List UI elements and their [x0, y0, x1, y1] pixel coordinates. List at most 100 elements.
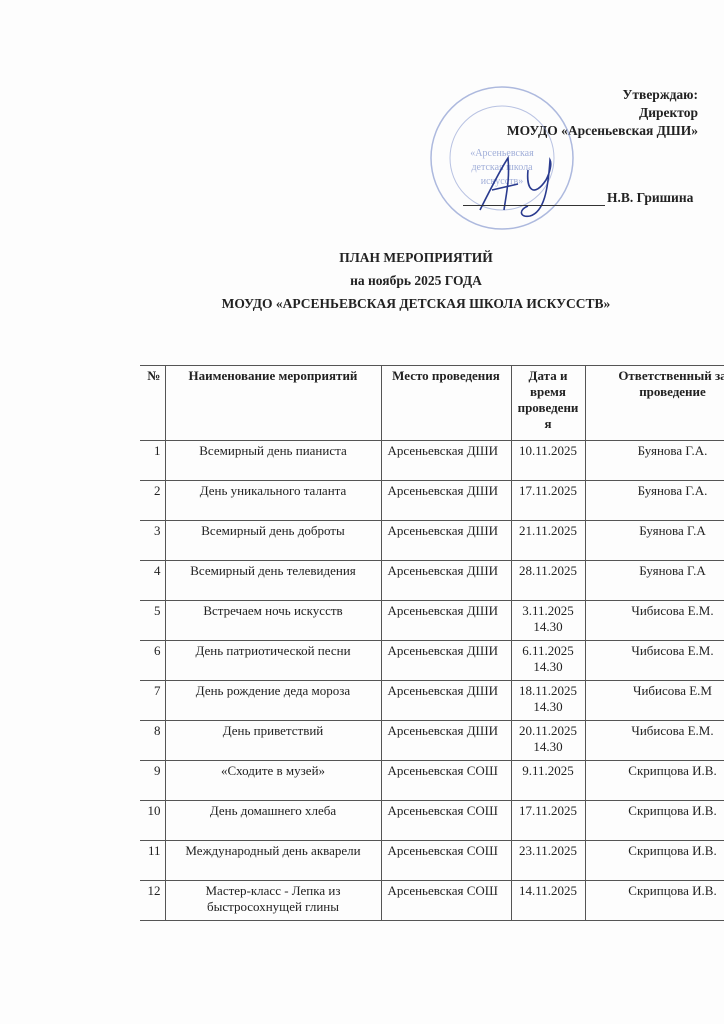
- event-date: 9.11.2025: [510, 760, 586, 801]
- approval-label: Утверждаю:: [622, 87, 698, 102]
- table-row: 10 День домашнего хлеба Арсеньевская СОШ 17…: [140, 800, 724, 841]
- row-number-text: 5: [154, 603, 161, 618]
- row-number: 5: [140, 600, 166, 641]
- event-name: День приветствий: [164, 720, 382, 761]
- event-place: Арсеньевская СОШ: [380, 880, 512, 921]
- row-number-text: 8: [154, 723, 161, 738]
- col-event-name: Наименование мероприятий: [164, 365, 382, 441]
- responsible-person-text: Чибисова Е.М.: [631, 723, 714, 738]
- responsible-person-text: Скрипцова И.В.: [628, 883, 717, 898]
- event-date: 21.11.2025: [510, 520, 586, 561]
- row-number-text: 3: [154, 523, 161, 538]
- event-date-text: 14.11.2025: [518, 883, 578, 898]
- event-date-text: 28.11.2025: [518, 563, 578, 578]
- svg-text:искусств»: искусств»: [481, 176, 523, 187]
- row-number-text: 10: [147, 803, 161, 818]
- responsible-person: Буянова Г.А.: [584, 480, 724, 521]
- event-name: Всемирный день доброты: [164, 520, 382, 561]
- row-number: 6: [140, 640, 166, 681]
- event-time: 14.30: [533, 619, 563, 634]
- event-place: Арсеньевская ДШИ: [380, 720, 512, 761]
- responsible-person-text: Чибисова Е.М.: [631, 603, 714, 618]
- signature-line: [463, 205, 605, 206]
- event-name: День рождение деда мороза: [164, 680, 382, 721]
- event-name-text: Мастер-класс - Лепка из быстросохнущей г…: [205, 883, 341, 914]
- row-number: 2: [140, 480, 166, 521]
- event-place-text: Арсеньевская ДШИ: [387, 523, 499, 538]
- event-name-text: День приветствий: [222, 723, 324, 738]
- event-date-text: 23.11.2025: [518, 843, 578, 858]
- approval-organization: МОУДО «Арсеньевская ДШИ»: [506, 123, 698, 138]
- event-time: 14.30: [533, 739, 563, 754]
- event-date: 17.11.2025: [510, 480, 586, 521]
- event-name-text: День патриотической песни: [195, 643, 351, 658]
- table-row: 3 Всемирный день доброты Арсеньевская ДШИ 2…: [140, 520, 724, 561]
- event-name-text: Международный день акварели: [185, 843, 361, 858]
- svg-text:«Арсеньевская: «Арсеньевская: [470, 148, 534, 159]
- event-place: Арсеньевская СОШ: [380, 800, 512, 841]
- event-place: Арсеньевская ДШИ: [380, 480, 512, 521]
- event-date: 14.11.2025: [510, 880, 586, 921]
- table-row: 8 День приветствий Арсеньевская ДШИ 20.11.2…: [140, 720, 724, 761]
- table-row: 4 Всемирный день телевидения Арсеньевская …: [140, 560, 724, 601]
- document-title: ПЛАН МЕРОПРИЯТИЙ: [339, 250, 493, 265]
- document-organization: МОУДО «АРСЕНЬЕВСКАЯ ДЕТСКАЯ ШКОЛА ИСКУСС…: [221, 296, 611, 311]
- event-date: 6.11.2025 14.30: [510, 640, 586, 681]
- event-name: Всемирный день телевидения: [164, 560, 382, 601]
- row-number-text: 4: [154, 563, 161, 578]
- event-place-text: Арсеньевская СОШ: [387, 843, 498, 858]
- responsible-person: Скрипцова И.В.: [584, 800, 724, 841]
- event-place: Арсеньевская СОШ: [380, 760, 512, 801]
- event-place-text: Арсеньевская СОШ: [387, 883, 498, 898]
- responsible-person-text: Буянова Г.А.: [637, 443, 708, 458]
- event-name: Мастер-класс - Лепка из быстросохнущей г…: [164, 880, 382, 921]
- event-name-text: День домашнего хлеба: [209, 803, 337, 818]
- row-number: 3: [140, 520, 166, 561]
- row-number: 10: [140, 800, 166, 841]
- event-name-text: Всемирный день пианиста: [199, 443, 347, 458]
- event-date-text: 6.11.2025: [522, 643, 574, 658]
- responsible-person: Скрипцова И.В.: [584, 840, 724, 881]
- table-row: 1 Всемирный день пианиста Арсеньевская ДШИ…: [140, 440, 724, 481]
- table-header-row: № Наименование мероприятий Место проведе…: [140, 365, 724, 441]
- event-date-text: 17.11.2025: [518, 483, 578, 498]
- events-table: № Наименование мероприятий Место проведе…: [140, 365, 724, 921]
- event-name-text: Всемирный день доброты: [201, 523, 345, 538]
- event-place: Арсеньевская СОШ: [380, 840, 512, 881]
- event-date-text: 9.11.2025: [522, 763, 574, 778]
- event-place-text: Арсеньевская ДШИ: [387, 563, 499, 578]
- event-name-text: День уникального таланта: [199, 483, 347, 498]
- responsible-person: Чибисова Е.М.: [584, 640, 724, 681]
- event-date-text: 3.11.2025: [522, 603, 574, 618]
- responsible-person-text: Скрипцова И.В.: [628, 803, 717, 818]
- event-place-text: Арсеньевская ДШИ: [387, 443, 499, 458]
- event-date: 20.11.2025 14.30: [510, 720, 586, 761]
- row-number-text: 9: [154, 763, 161, 778]
- col-place: Место проведения: [380, 365, 512, 441]
- responsible-person: Чибисова Е.М: [584, 680, 724, 721]
- event-name-text: Встречаем ночь искусств: [203, 603, 343, 618]
- event-place-text: Арсеньевская ДШИ: [387, 723, 499, 738]
- event-place: Арсеньевская ДШИ: [380, 560, 512, 601]
- event-date-text: 20.11.2025: [518, 723, 578, 738]
- table-row: 5 Встречаем ночь искусств Арсеньевская ДШИ…: [140, 600, 724, 641]
- event-date: 17.11.2025: [510, 800, 586, 841]
- responsible-person: Скрипцова И.В.: [584, 760, 724, 801]
- event-date-text: 10.11.2025: [518, 443, 578, 458]
- col-responsible: Ответственный за проведение: [584, 365, 724, 441]
- row-number: 12: [140, 880, 166, 921]
- event-date: 23.11.2025: [510, 840, 586, 881]
- responsible-person: Чибисова Е.М.: [584, 720, 724, 761]
- event-date: 18.11.2025 14.30: [510, 680, 586, 721]
- table-row: 2 День уникального таланта Арсеньевская ДШ…: [140, 480, 724, 521]
- event-date: 28.11.2025: [510, 560, 586, 601]
- event-date-text: 17.11.2025: [518, 803, 578, 818]
- event-place-text: Арсеньевская ДШИ: [387, 603, 499, 618]
- event-place: Арсеньевская ДШИ: [380, 640, 512, 681]
- event-place-text: Арсеньевская СОШ: [387, 803, 498, 818]
- event-place-text: Арсеньевская СОШ: [387, 763, 498, 778]
- responsible-person-text: Чибисова Е.М: [633, 683, 712, 698]
- event-place-text: Арсеньевская ДШИ: [387, 483, 499, 498]
- event-date: 3.11.2025 14.30: [510, 600, 586, 641]
- event-date: 10.11.2025: [510, 440, 586, 481]
